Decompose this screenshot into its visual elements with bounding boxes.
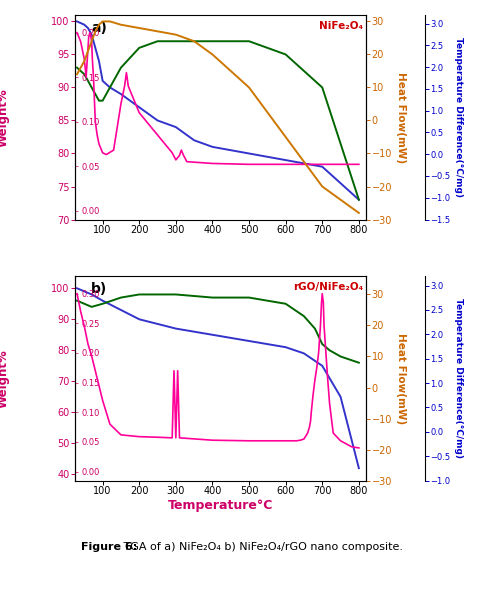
- Text: TGA of a) NiFe₂O₄ b) NiFe₂O₄/rGO nano composite.: TGA of a) NiFe₂O₄ b) NiFe₂O₄/rGO nano co…: [120, 542, 403, 552]
- Text: rGO/NiFe₂O₄: rGO/NiFe₂O₄: [292, 282, 363, 292]
- Y-axis label: Temperature Difference(°C/mg): Temperature Difference(°C/mg): [454, 298, 462, 458]
- Y-axis label: Weight%: Weight%: [0, 88, 10, 146]
- Text: a): a): [91, 21, 107, 35]
- X-axis label: Temperature°C: Temperature°C: [167, 499, 273, 512]
- Text: b): b): [91, 282, 107, 296]
- Text: NiFe₂O₄: NiFe₂O₄: [318, 21, 363, 31]
- Y-axis label: Weight%: Weight%: [0, 349, 10, 407]
- Y-axis label: Temperature Difference(°C/mg): Temperature Difference(°C/mg): [454, 37, 462, 197]
- Y-axis label: Heat Flow(mW): Heat Flow(mW): [395, 333, 406, 424]
- Text: Figure 6:: Figure 6:: [81, 542, 137, 552]
- Y-axis label: Heat Flow(mW): Heat Flow(mW): [395, 72, 406, 162]
